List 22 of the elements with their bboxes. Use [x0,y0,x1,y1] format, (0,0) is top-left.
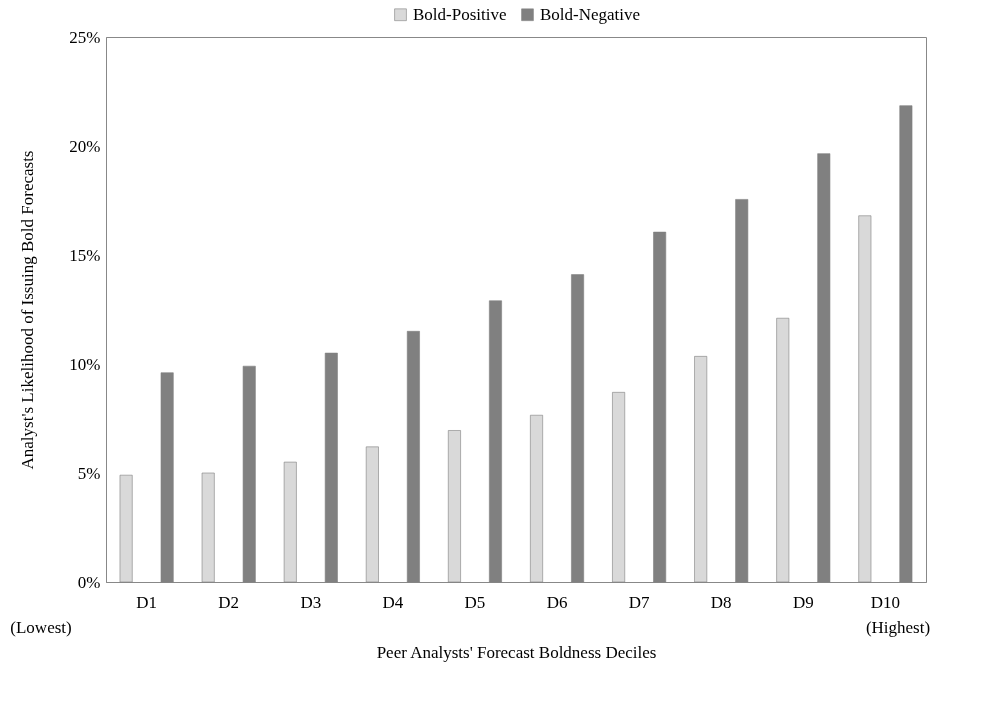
y-tick-label: 5% [77,463,101,483]
x-axis-title: Peer Analysts' Forecast Boldness Deciles [376,642,657,662]
x-tick-label: D9 [792,592,814,612]
y-tick-label: 0% [77,572,101,592]
x-tick-label: D1 [136,592,158,612]
legend-label: Bold-Negative [540,4,641,24]
y-tick-label: 10% [69,354,101,374]
x-tick-label: D2 [218,592,240,612]
text: (Lowest) [10,618,72,637]
x-tick-label: D5 [464,592,486,612]
x-tick-label: D6 [546,592,568,612]
legend-label: Bold-Positive [413,4,507,24]
y-tick-label: 20% [69,136,101,156]
text: (Highest) [865,618,931,637]
x-tick-label: D8 [710,592,732,612]
x-tick-label: D10 [870,592,901,612]
x-tick-label: D7 [628,592,651,612]
x-tick-label: D3 [300,592,322,612]
x-tick-label: D4 [382,592,404,612]
y-axis-title: Analyst's Likelihood of Issuing Bold Forecasts [18,150,38,470]
y-tick-label: 25% [69,27,101,47]
y-tick-label: 15% [69,245,101,265]
